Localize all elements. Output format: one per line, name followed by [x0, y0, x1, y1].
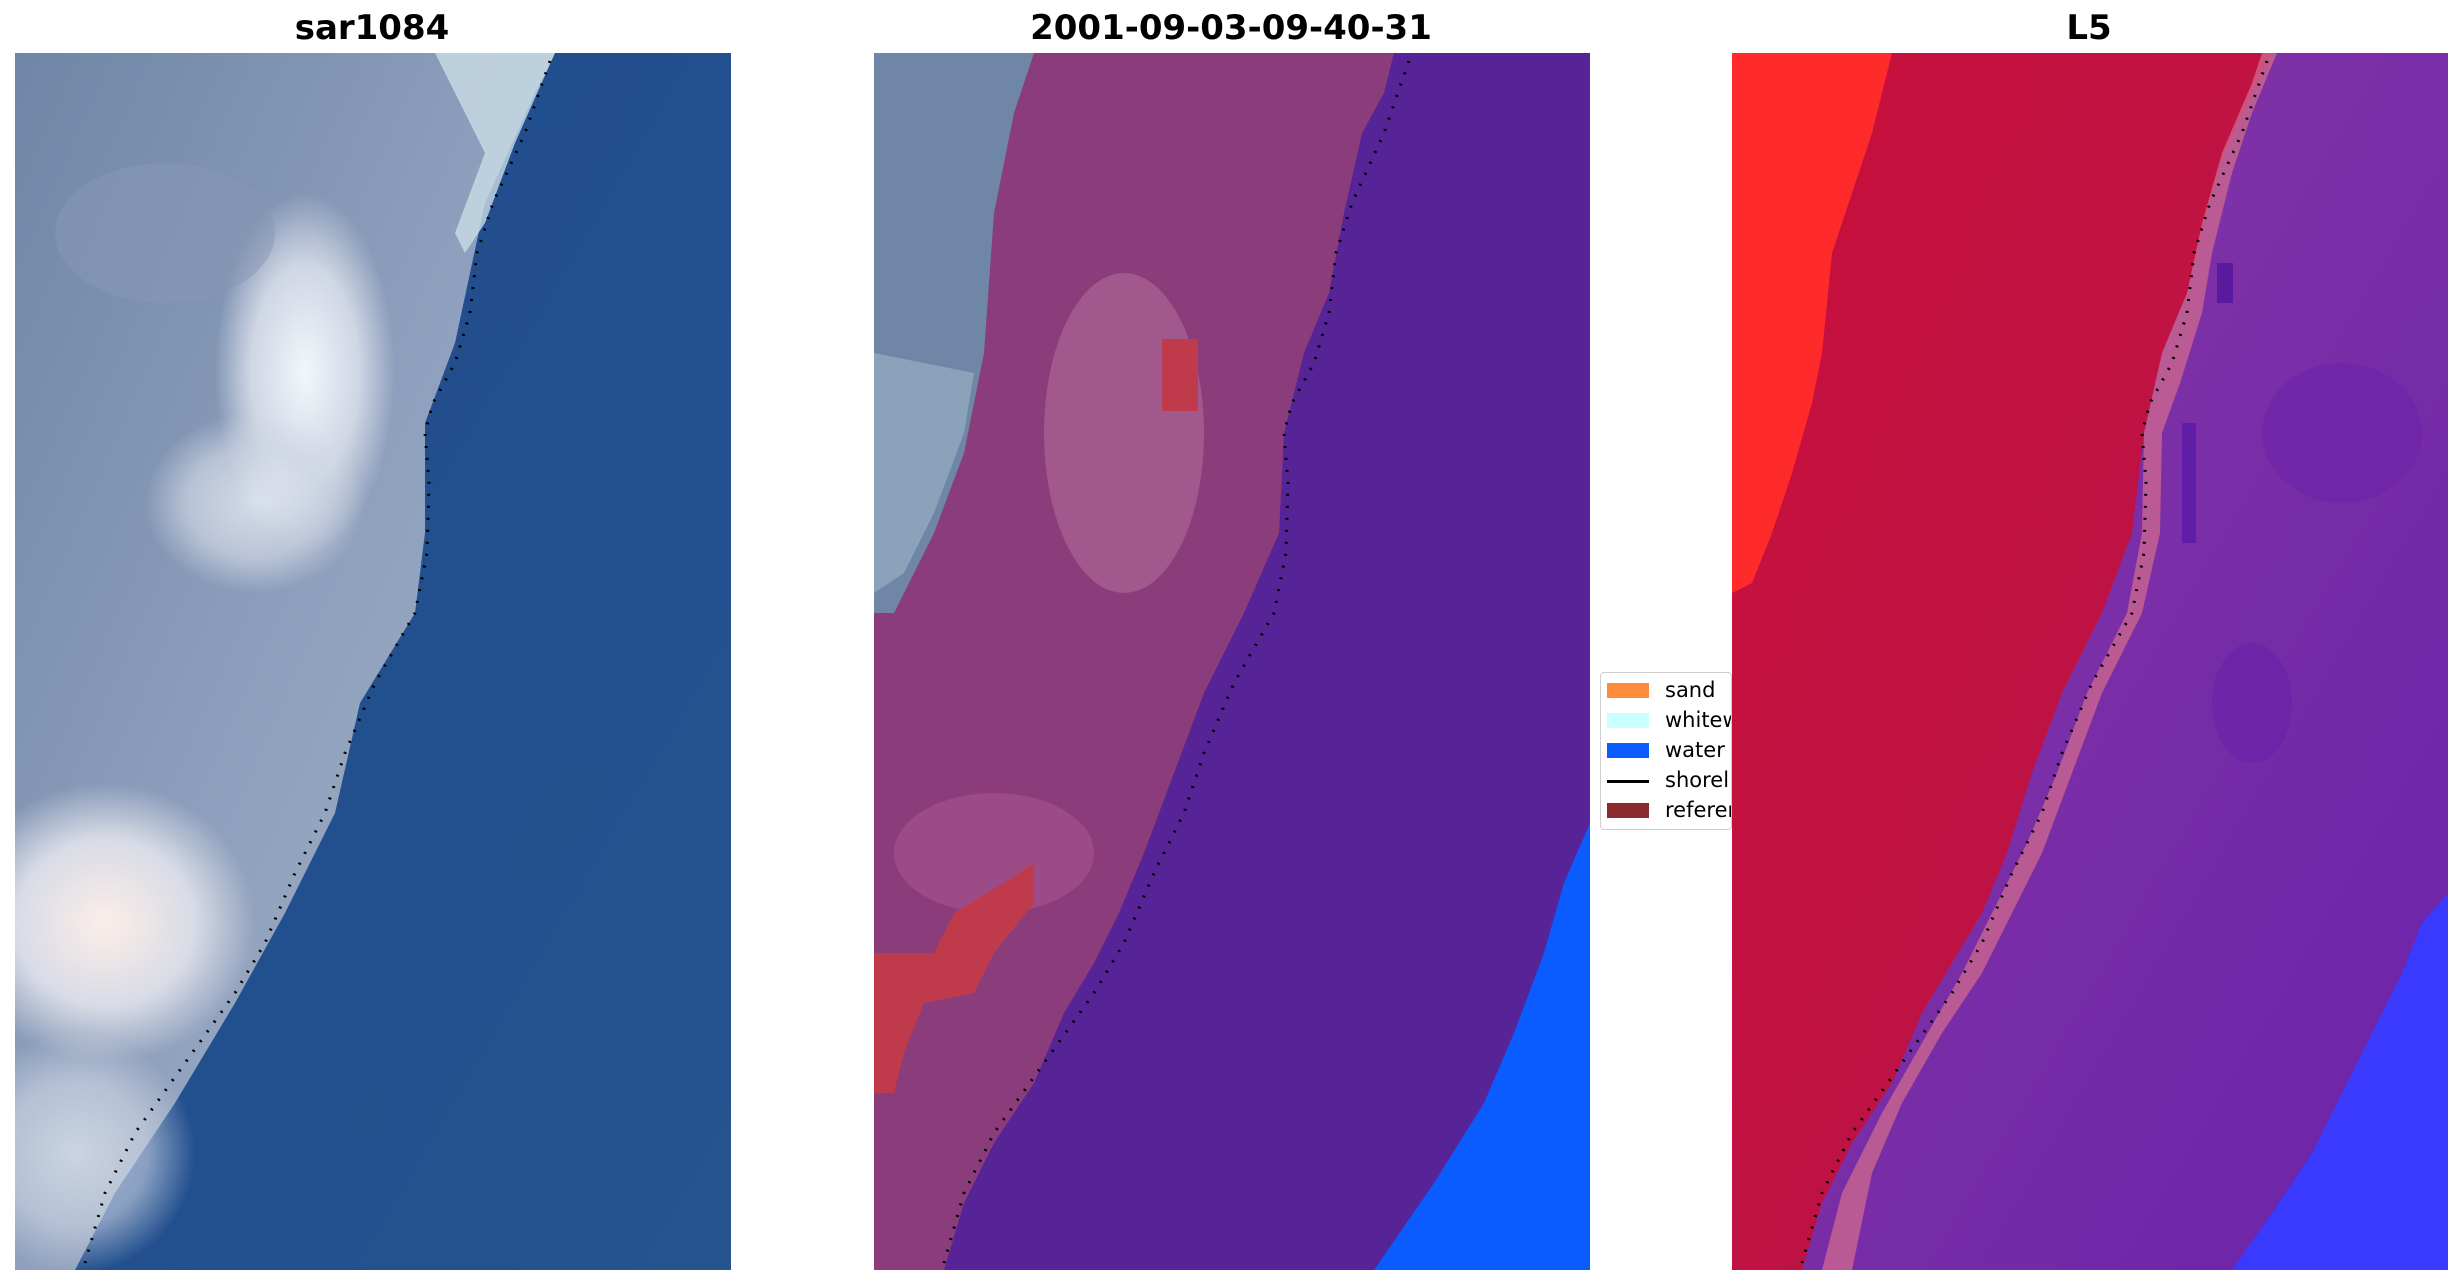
shoreline-rgb	[83, 60, 552, 1264]
probability-panel	[1732, 53, 2448, 1270]
probability-image	[1732, 53, 2448, 1270]
legend-label-sand: sand	[1665, 678, 1716, 702]
legend-label-water: water	[1665, 738, 1725, 762]
legend-swatch-whitewater	[1607, 713, 1649, 728]
classification-panel	[874, 53, 1590, 1270]
rgb-image-panel	[15, 53, 731, 1270]
legend-item-sand: sand	[1601, 675, 1731, 705]
legend-swatch-reference	[1607, 803, 1649, 818]
legend-label-shoreline: shorel	[1665, 768, 1730, 792]
shoreline-classification	[942, 60, 1411, 1264]
legend-label-reference: referen	[1665, 798, 1731, 822]
classification-image	[874, 53, 1590, 1270]
legend-item-reference: referen	[1601, 795, 1731, 825]
panel-title-rgb: sar1084	[294, 8, 450, 48]
rgb-image	[15, 53, 731, 1270]
legend-item-water: water	[1601, 735, 1731, 765]
panel-title-classification: 2001-09-03-09-40-31	[1030, 8, 1432, 48]
legend-item-shoreline: shorel	[1601, 765, 1731, 795]
legend-swatch-sand	[1607, 683, 1649, 698]
legend-line-shoreline	[1607, 780, 1649, 783]
panel-title-probability: L5	[2066, 8, 2112, 48]
shoreline-probability	[1800, 60, 2269, 1264]
legend-swatch-water	[1607, 743, 1649, 758]
